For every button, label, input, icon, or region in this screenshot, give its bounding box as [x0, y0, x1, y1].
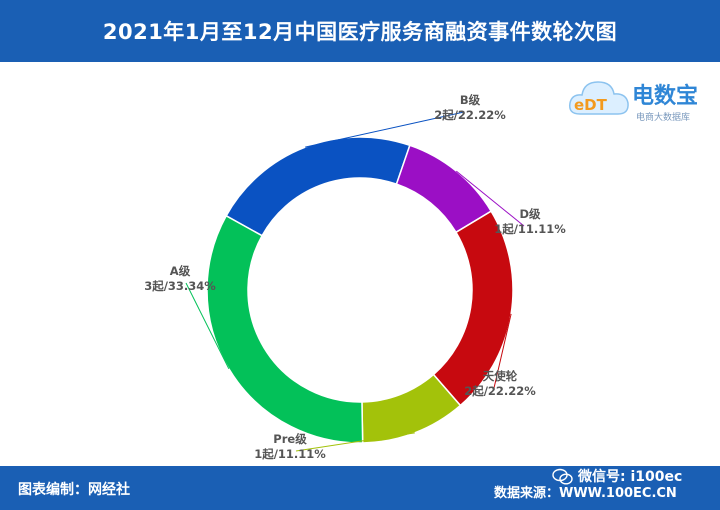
logo-name: 电数宝: [632, 84, 699, 109]
slice-name-2: 天使轮: [483, 369, 518, 383]
slice-name-3: Pre级: [273, 432, 307, 446]
slice-name-0: B级: [460, 93, 481, 107]
leader-line-2: [493, 313, 512, 389]
logo-subtitle: 电商大数据库: [636, 113, 691, 123]
chart-title: 2021年1月至12月中国医疗服务商融资事件数轮次图: [102, 20, 618, 44]
chart-panel: B级 2起/22.22% D级 1起/11.11% 天使轮 2起/22.22% Pre级 1起…: [0, 62, 720, 466]
leader-line-4: [185, 282, 230, 370]
logo-mark: eDT: [574, 96, 608, 114]
cloud-logo-icon: eDT: [568, 81, 629, 115]
leader-line-1: [455, 170, 525, 227]
edt-logo: eDT 电数宝 电商大数据库: [566, 70, 716, 130]
donut-chart: B级2起/22.22%D级1起/11.11%天使轮2起/22.22%Pre级1起…: [144, 93, 566, 461]
slice-value-label-2: 2起/22.22%: [464, 384, 536, 398]
chart-footer: 图表编制：网经社 数据来源：WWW.100EC.CN: [0, 466, 720, 510]
slice-value-label-0: 2起/22.22%: [434, 108, 506, 122]
slice-value-label-1: 1起/11.11%: [494, 222, 566, 236]
slice-name-1: D级: [519, 207, 541, 221]
slice-name-4: A级: [170, 264, 191, 278]
chart-credit: 图表编制：网经社: [18, 482, 130, 498]
leader-line-0: [305, 111, 465, 148]
wechat-watermark: 微信号: i100ec: [552, 466, 720, 494]
wechat-icon: [552, 468, 573, 485]
slice-value-label-4: 3起/33.34%: [144, 279, 216, 293]
data-source: 数据来源：WWW.100EC.CN: [494, 486, 677, 501]
leader-line-3: [295, 432, 415, 452]
wechat-id: 微信号: i100ec: [578, 469, 683, 485]
slice-4: [206, 214, 364, 444]
slice-0: [225, 136, 411, 237]
chart-header: 2021年1月至12月中国医疗服务商融资事件数轮次图: [0, 0, 720, 62]
slice-value-label-3: 1起/11.11%: [254, 447, 326, 461]
